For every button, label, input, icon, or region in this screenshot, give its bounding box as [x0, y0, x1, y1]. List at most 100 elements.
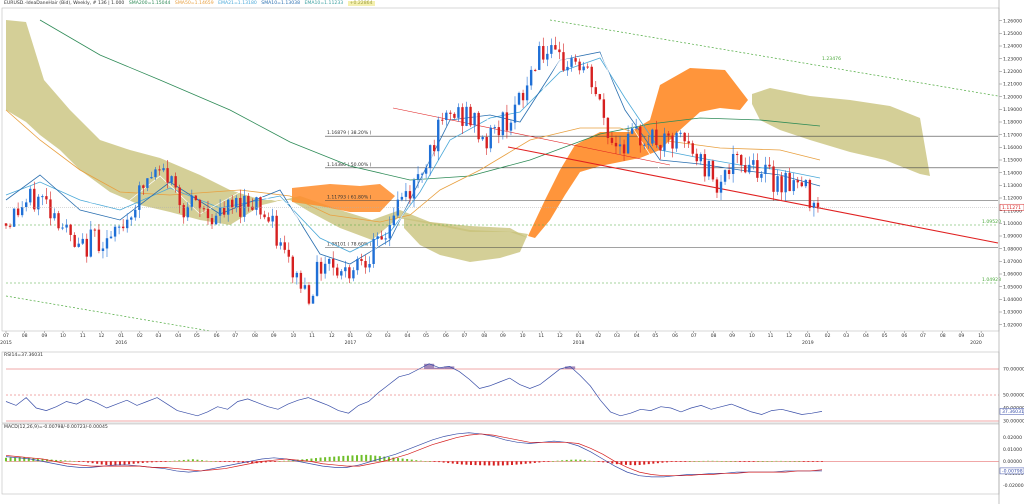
macd-histogram-bar — [96, 461, 99, 464]
candle-body — [255, 197, 258, 210]
macd-histogram-bar — [465, 461, 468, 465]
macd-histogram-bar — [670, 461, 673, 462]
macd-histogram-bar — [597, 461, 600, 462]
rsi-tick-label: 70.00000 — [1003, 367, 1024, 373]
macd-histogram-bar — [492, 461, 495, 466]
x-tick-label: 07 — [3, 333, 9, 339]
candle-body — [24, 202, 28, 208]
price-tick-label: 1.25000 — [1003, 31, 1022, 37]
candle-body — [45, 196, 48, 200]
rsi-current-box — [999, 408, 1024, 415]
macd-histogram-bar — [538, 461, 541, 463]
macd-signal-line — [5, 433, 823, 477]
candle-body — [400, 196, 404, 200]
price-tick-label: 1.07000 — [1003, 259, 1022, 265]
macd-histogram-bar — [602, 461, 605, 463]
macd-histogram-bar — [693, 461, 696, 462]
macd-histogram-bar — [109, 461, 112, 466]
header-ema21: EMA21=1.13180 — [218, 1, 257, 6]
candle-body — [113, 226, 117, 237]
macd-histogram-bar — [173, 460, 176, 462]
macd-histogram-bar — [770, 461, 773, 462]
candle-body — [501, 112, 505, 136]
macd-tick-label: 0.00000 — [1003, 459, 1022, 465]
x-tick-label: 02 — [595, 333, 601, 339]
candle-body — [586, 66, 589, 68]
header-ema10: EMA10=1.11233 — [304, 1, 344, 6]
candle-body — [392, 215, 396, 226]
candle-body — [186, 206, 189, 218]
candle-body — [412, 179, 416, 199]
candle-body — [461, 107, 464, 126]
macd-histogram-bar — [319, 457, 322, 462]
candle-body — [364, 260, 367, 268]
candle-body — [651, 129, 654, 144]
macd-histogram-bar — [561, 460, 564, 462]
candle-body — [182, 205, 185, 218]
x-tick-label: 03 — [843, 333, 849, 339]
channel-label: 1.23476 — [822, 56, 841, 62]
candle-body — [655, 129, 658, 146]
macd-histogram-bar — [201, 460, 204, 462]
macd-histogram-bar — [387, 457, 390, 462]
candle-body — [610, 137, 614, 143]
main-header: EURUSD.-IdeaDaneHair (Bid), Weekly, # 13… — [4, 1, 378, 6]
channel-label: 1.09520 — [982, 219, 1001, 225]
macd-histogram-bar — [428, 461, 431, 462]
x-tick-label: 08 — [481, 333, 487, 339]
candle-body — [12, 208, 16, 227]
macd-histogram-bar — [460, 461, 463, 465]
macd-histogram-bar — [27, 457, 30, 462]
macd-histogram-bar — [697, 461, 700, 462]
macd-histogram-bar — [141, 461, 144, 463]
price-tick-label: 1.06000 — [1003, 272, 1022, 278]
macd-histogram-bar — [615, 461, 618, 465]
macd-histogram-bar — [501, 461, 504, 466]
macd-current-label: -0.00798 — [1002, 469, 1023, 475]
macd-histogram-bar — [506, 461, 509, 466]
candle-body — [190, 195, 194, 207]
fib-label: 1.08101 ( 78.60% ) — [327, 241, 372, 247]
macd-histogram-bar — [123, 461, 126, 465]
candle-body — [683, 132, 686, 142]
candle-body — [16, 208, 20, 216]
macd-pane-frame — [1, 423, 1000, 495]
candle-body — [727, 170, 731, 175]
main-header-title: EURUSD.-IdeaDaneHair (Bid), Weekly, # 13… — [4, 1, 125, 6]
header-sma10: SMA10=1.13038 — [261, 1, 300, 6]
candle-body — [408, 191, 412, 199]
macd-histogram-bar — [547, 461, 550, 462]
candle-body — [206, 208, 210, 219]
candle-body — [594, 87, 597, 95]
x-tick-label: 06 — [214, 333, 220, 339]
candle-body — [675, 132, 678, 149]
macd-histogram-bar — [260, 461, 263, 463]
macd-histogram-bar — [365, 454, 368, 462]
macd-histogram-bar — [100, 461, 103, 465]
candle-body — [505, 112, 509, 131]
candle-body — [247, 195, 250, 207]
ichimoku-cloud-2017 — [404, 218, 528, 262]
candle-body — [105, 238, 109, 249]
candle-body — [517, 92, 521, 105]
macd-histogram-bar — [128, 461, 131, 465]
candle-body — [315, 261, 319, 296]
x-tick-label: 01 — [347, 333, 353, 339]
candle-body — [37, 196, 40, 210]
candle-body — [639, 126, 642, 146]
candle-body — [97, 229, 101, 252]
candle-body — [73, 234, 76, 247]
candle-body — [647, 143, 650, 145]
candle-body — [154, 169, 157, 178]
x-tick-label: 11 — [309, 333, 315, 339]
candle-body — [465, 106, 468, 126]
macd-histogram-bar — [483, 461, 486, 466]
macd-histogram-bar — [150, 461, 153, 463]
macd-tick-label: 0.02000 — [1003, 435, 1022, 441]
x-tick-label: 03 — [156, 333, 162, 339]
price-tick-label: 1.09000 — [1003, 234, 1022, 240]
macd-histogram-bar — [41, 458, 44, 462]
macd-histogram-bar — [383, 456, 386, 462]
macd-histogram-bar — [333, 456, 336, 462]
price-tick-label: 1.26000 — [1003, 18, 1022, 24]
